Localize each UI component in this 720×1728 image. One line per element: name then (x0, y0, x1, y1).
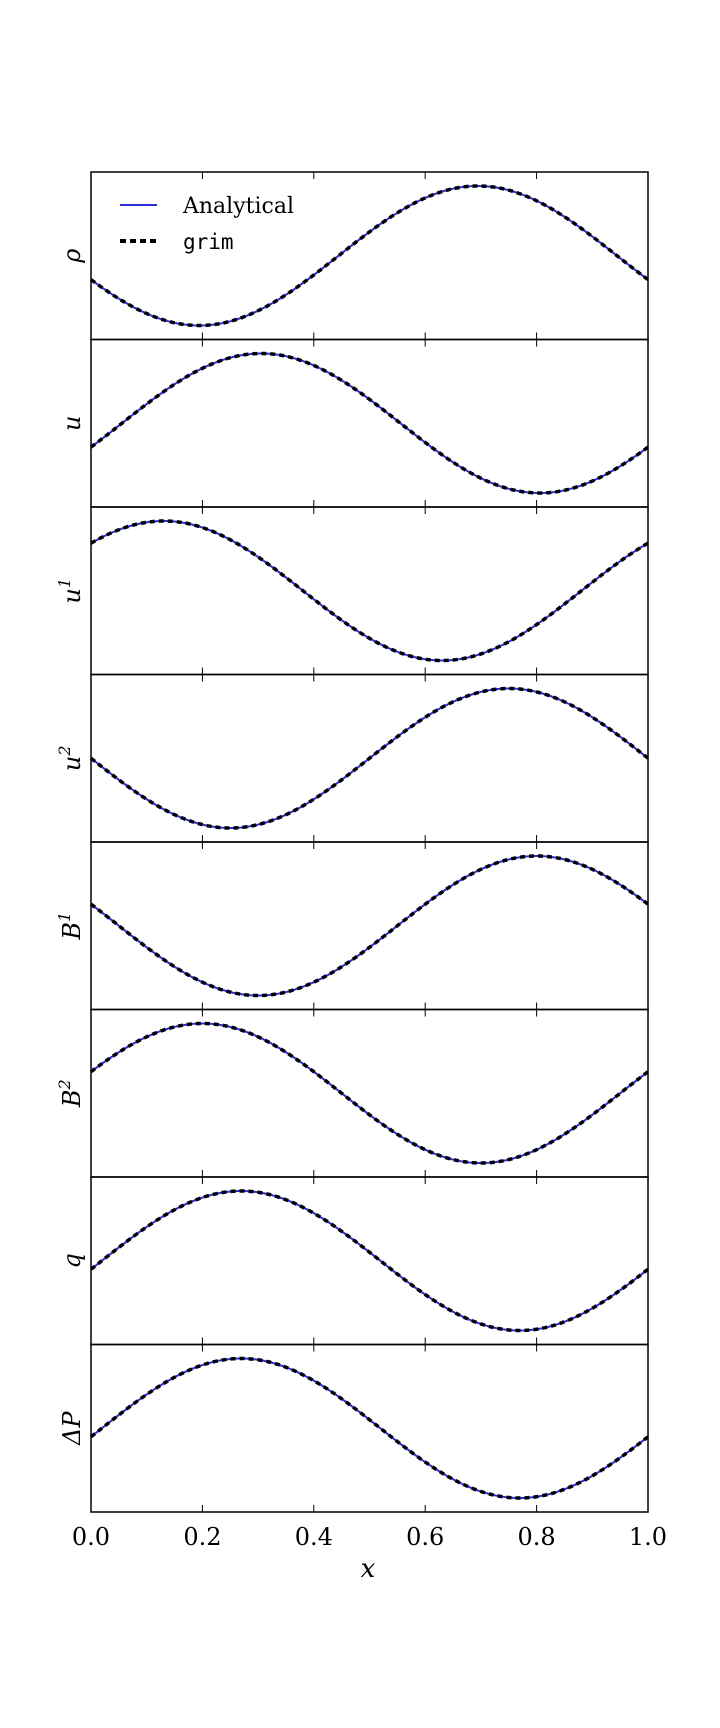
y-axis-label-text: u (58, 416, 86, 431)
x-tick-label: 0.0 (72, 1523, 110, 1551)
series-grim-line (89, 686, 650, 830)
legend-label-grim: grim (183, 230, 234, 254)
panel-frame (90, 841, 649, 1011)
panel-3: u2 (55, 673, 650, 843)
y-axis-label-superscript: 1 (55, 578, 74, 588)
y-axis-label: ρ (58, 249, 86, 264)
x-tick-label: 0.4 (295, 1523, 333, 1551)
panel-1: u (58, 338, 650, 508)
y-axis-label: ΔP (58, 1411, 86, 1446)
x-axis: 0.0 0.2 0.4 0.6 0.8 1.0 (72, 1523, 667, 1551)
series-analytical-line (90, 1357, 649, 1500)
y-axis-label: u1 (55, 578, 86, 604)
y-axis-label-text: ΔP (58, 1411, 86, 1446)
y-axis-label-text: ρ (58, 249, 86, 264)
panel-frame (90, 1008, 649, 1178)
series-grim-line (89, 1189, 650, 1333)
panel-4: B1 (55, 841, 650, 1011)
series-grim-line (89, 184, 650, 328)
panel-0: ρ (58, 171, 650, 341)
series-grim-line (89, 854, 650, 998)
y-axis-label: B2 (55, 1079, 86, 1108)
series-analytical-line (90, 1022, 649, 1165)
x-tick-label: 0.6 (406, 1523, 444, 1551)
y-axis-label-text: u (58, 756, 86, 771)
series-grim-line (90, 519, 649, 663)
panel-frame (90, 338, 649, 508)
panel-frame (90, 506, 649, 676)
y-axis-label-superscript: 1 (55, 912, 74, 922)
legend-label-analytical: Analytical (182, 194, 294, 219)
legend: Analytical grim (120, 194, 294, 254)
series-analytical-line (90, 854, 649, 997)
panel-7: ΔP (58, 1343, 650, 1513)
panel-5: B2 (55, 1008, 650, 1178)
y-axis-label: q (58, 1253, 86, 1268)
series-grim-line (89, 1356, 650, 1500)
y-axis-label-text: B (58, 922, 86, 941)
panel-6: q (58, 1176, 650, 1346)
y-axis-label: u2 (55, 745, 86, 771)
series-analytical-line (90, 352, 649, 495)
x-tick-label: 0.2 (183, 1523, 221, 1551)
y-axis-label-superscript: 2 (55, 1079, 74, 1090)
y-axis-label: B1 (55, 912, 86, 941)
panel-2: u1 (55, 506, 649, 676)
x-axis-label: x (361, 1554, 376, 1584)
panel-frame (90, 1176, 649, 1346)
x-tick-label: 1.0 (629, 1523, 667, 1551)
panel-frame (90, 1343, 649, 1513)
y-axis-label-text: u (58, 588, 86, 603)
panel-frame (90, 171, 649, 341)
series-analytical-line (90, 184, 649, 327)
y-axis-label-text: B (58, 1090, 86, 1109)
series-grim-line (89, 1021, 650, 1165)
y-axis-label-text: q (58, 1253, 86, 1268)
y-axis-label-superscript: 2 (55, 745, 74, 756)
series-analytical-line (90, 1189, 649, 1332)
x-tick-label: 0.8 (518, 1523, 556, 1551)
series-grim-line (89, 351, 650, 495)
y-axis-label: u (58, 416, 86, 431)
